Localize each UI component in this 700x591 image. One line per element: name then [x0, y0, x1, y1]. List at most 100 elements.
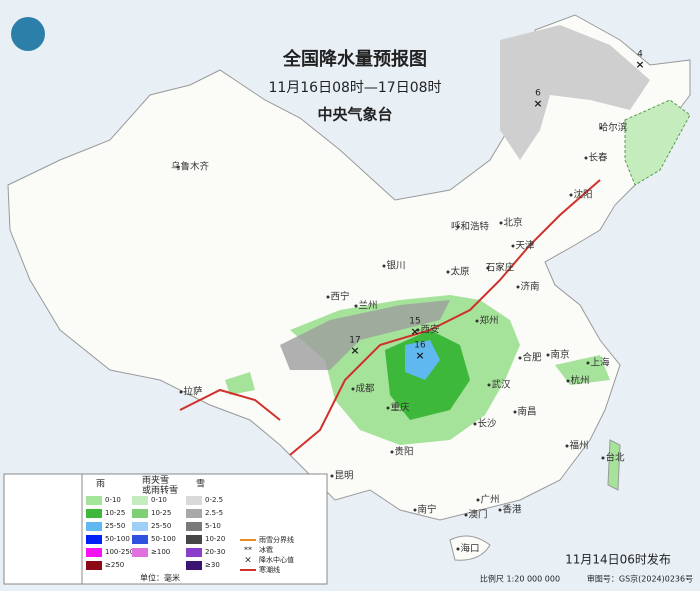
legend-swatch [186, 548, 202, 557]
center-value: 6 [535, 89, 541, 99]
issued: 11月14日06时发布 [565, 552, 671, 567]
rain-area-storm [405, 340, 440, 380]
city-dot [518, 356, 522, 360]
city-label: 银川 [386, 260, 405, 272]
symbol-label: 降水中心值 [259, 555, 294, 564]
city-label: 武汉 [491, 379, 511, 391]
city-dot [476, 498, 480, 502]
city-dot [586, 361, 590, 365]
legend-swatch [132, 522, 148, 531]
symbol-label: 寒潮线 [259, 565, 280, 574]
legend-label: 20-30 [205, 548, 225, 556]
hainan [449, 535, 491, 561]
agency: 中央气象台 [317, 106, 392, 124]
city-dot [456, 547, 460, 551]
legend-title: 雪 [196, 479, 205, 490]
city-dot [569, 193, 573, 197]
city-label: 香港 [502, 504, 522, 516]
legend-label: 10-25 [151, 509, 171, 517]
legend-swatch [86, 561, 102, 570]
legend-swatch [186, 509, 202, 518]
city-label: 呼和浩特 [451, 221, 490, 233]
legend-swatch [86, 548, 102, 557]
center-cross: × [533, 97, 542, 110]
city-dot [386, 406, 390, 410]
approval: 审图号：GS京(2024)0236号 [587, 574, 693, 584]
symbol-cross: × [244, 556, 252, 566]
title: 全国降水量预报图 [282, 48, 427, 70]
center-value: 17 [349, 336, 360, 346]
logo [11, 17, 45, 51]
city-dot [546, 353, 550, 357]
city-label: 长春 [588, 152, 608, 164]
city-label: 济南 [520, 281, 539, 293]
city-dot [599, 126, 603, 130]
legend-swatch [186, 496, 202, 505]
city-label: 上海 [590, 357, 610, 369]
legend-label: 0-10 [151, 496, 167, 504]
city-label: 广州 [480, 494, 499, 506]
center-value: 15 [409, 317, 420, 327]
taiwan [607, 439, 621, 491]
city-dot [475, 319, 479, 323]
legend-label: 25-50 [151, 522, 171, 530]
legend-label: 25-50 [105, 522, 125, 530]
city-label: 太原 [450, 266, 469, 278]
city-dot [565, 444, 569, 448]
city-dot [176, 165, 180, 169]
city-dot [498, 508, 502, 512]
city-label: 乌鲁木齐 [171, 161, 210, 173]
city-dot [464, 513, 468, 517]
center-cross: × [635, 58, 644, 71]
symbol-label: 冰雹 [259, 545, 273, 554]
city-dot [566, 379, 570, 383]
legend-label: 10-20 [205, 535, 225, 543]
rain-area-east [555, 355, 610, 385]
city-dot [351, 387, 355, 391]
city-label: 西宁 [330, 291, 349, 303]
city-label: 台北 [605, 452, 625, 464]
city-label: 长沙 [477, 418, 497, 430]
symbol-label: 雨雪分界线 [259, 535, 294, 544]
legend-label: 10-25 [105, 509, 125, 517]
center-value: 16 [414, 341, 426, 351]
city-label: 北京 [503, 217, 522, 229]
legend-swatch [86, 509, 102, 518]
city-dot [513, 410, 517, 414]
city-dot [330, 474, 334, 478]
city-dot [516, 285, 520, 289]
legend-title: 雨夹雪或雨转雪 [142, 474, 178, 496]
legend-swatch [86, 522, 102, 531]
city-label: 南京 [550, 349, 569, 361]
city-label: 澳门 [468, 509, 487, 521]
rain-area-tibet [225, 372, 255, 395]
city-dot [601, 456, 605, 460]
center-cross: × [350, 344, 359, 357]
scale: 比例尺 1:20 000 000 [480, 574, 560, 584]
city-label: 杭州 [570, 375, 589, 387]
city-dot [390, 450, 394, 454]
city-label: 南宁 [417, 504, 436, 516]
city-label: 成都 [355, 383, 375, 395]
city-dot [499, 221, 503, 225]
city-label: 贵阳 [394, 446, 413, 458]
city-label: 重庆 [390, 402, 410, 414]
legend-swatch [186, 535, 202, 544]
city-label: 海口 [460, 543, 479, 555]
legend-label: 100-250 [105, 548, 134, 556]
legend-label: ≥250 [105, 561, 124, 569]
legend-label: 0-10 [105, 496, 121, 504]
legend-box [81, 473, 328, 585]
legend-label: 50-100 [151, 535, 176, 543]
city-dot [179, 390, 183, 394]
legend-swatch [132, 509, 148, 518]
city-dot [382, 264, 386, 268]
city-label: 石家庄 [486, 262, 515, 274]
south-sea-inset [3, 473, 83, 585]
center-value: 4 [637, 50, 643, 60]
city-dot [354, 304, 358, 308]
legend-swatch [86, 535, 102, 544]
legend-swatch [132, 548, 148, 557]
city-label: 郑州 [479, 315, 498, 327]
